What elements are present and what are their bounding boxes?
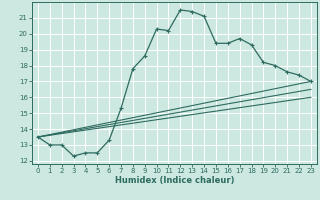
X-axis label: Humidex (Indice chaleur): Humidex (Indice chaleur): [115, 176, 234, 185]
